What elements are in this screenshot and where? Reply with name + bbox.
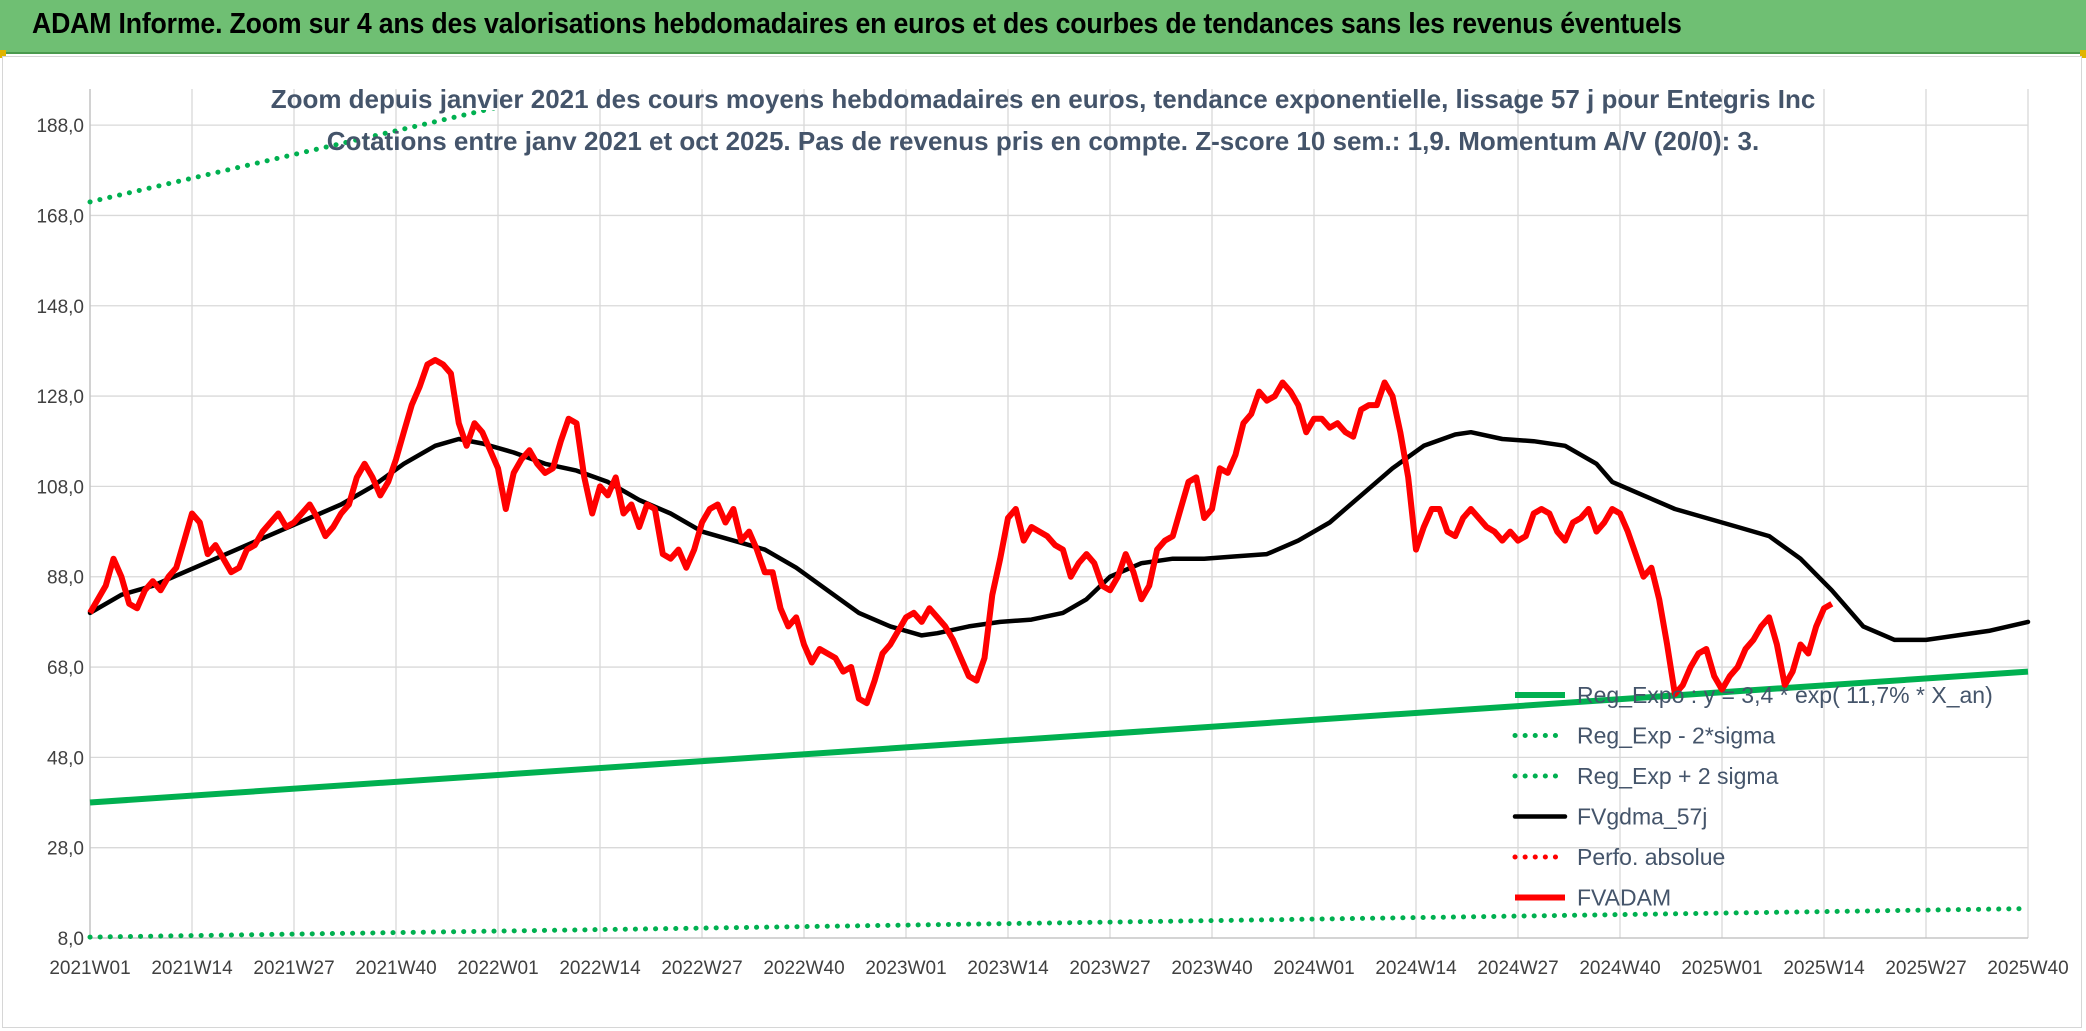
- x-tick-label: 2025W01: [1681, 958, 1762, 979]
- chart-subtitle: Cotations entre janv 2021 et oct 2025. P…: [327, 126, 1759, 156]
- x-tick-label: 2025W14: [1783, 958, 1865, 979]
- banner-title: ADAM Informe. Zoom sur 4 ans des valoris…: [32, 8, 1682, 40]
- x-tick-label: 2021W01: [49, 958, 130, 979]
- y-tick-label: 8,0: [58, 929, 84, 950]
- legend-fvadam-label: FVADAM: [1577, 885, 1671, 911]
- x-tick-label: 2022W27: [661, 958, 742, 979]
- corner-marker-left: [0, 50, 6, 58]
- x-tick-label: 2021W27: [253, 958, 334, 979]
- reg-expo-line: [89, 668, 2029, 806]
- y-axis-ticks: 8,0 28,0 48,0 68,0 88,0 108,0 128,0 148,0 168,0 1…: [36, 116, 84, 950]
- fvadam-line: [87, 357, 1834, 707]
- reg-exp-minus-2sigma-line: [87, 906, 2031, 940]
- x-tick-label: 2025W40: [1987, 958, 2068, 979]
- x-tick-label: 2022W40: [763, 958, 844, 979]
- x-tick-label: 2025W27: [1885, 958, 1966, 979]
- x-tick-label: 2021W40: [355, 958, 436, 979]
- y-tick-label: 128,0: [36, 387, 84, 408]
- x-tick-label: 2023W14: [967, 958, 1049, 979]
- series-layer: [87, 110, 2031, 940]
- legend-fvgdma-label: FVgdma_57j: [1577, 804, 1707, 830]
- x-tick-label: 2023W40: [1171, 958, 1252, 979]
- y-tick-label: 108,0: [36, 477, 84, 498]
- chart-title: Zoom depuis janvier 2021 des cours moyen…: [271, 84, 1816, 114]
- legend-perfo-label: Perfo. absolue: [1577, 844, 1725, 870]
- y-tick-label: 28,0: [47, 839, 84, 860]
- x-tick-label: 2022W14: [559, 958, 641, 979]
- y-tick-label: 48,0: [47, 748, 84, 769]
- x-tick-label: 2023W27: [1069, 958, 1150, 979]
- x-tick-label: 2024W40: [1579, 958, 1660, 979]
- y-tick-label: 168,0: [36, 206, 84, 227]
- x-tick-label: 2021W14: [151, 958, 233, 979]
- fvgdma-57j-line: [87, 429, 2031, 643]
- legend: Reg_Expo : y = 3,4 * exp( 11,7% * X_an) R…: [1512, 682, 1993, 911]
- y-tick-label: 68,0: [47, 658, 84, 679]
- y-tick-label: 188,0: [36, 116, 84, 137]
- title-banner: ADAM Informe. Zoom sur 4 ans des valoris…: [0, 0, 2086, 54]
- corner-marker-right: [2080, 50, 2086, 58]
- y-tick-label: 148,0: [36, 297, 84, 318]
- x-tick-label: 2024W27: [1477, 958, 1558, 979]
- legend-reg-expo-label: Reg_Expo : y = 3,4 * exp( 11,7% * X_an): [1577, 682, 1993, 708]
- grid-layer: [89, 89, 2029, 939]
- chart-frame: [2, 56, 2082, 1028]
- x-tick-label: 2022W01: [457, 958, 538, 979]
- legend-reg-exp-minus-label: Reg_Exp - 2*sigma: [1577, 723, 1775, 749]
- x-tick-label: 2023W01: [865, 958, 946, 979]
- reg-exp-plus-2sigma-line: [87, 110, 497, 205]
- x-tick-label: 2024W01: [1273, 958, 1354, 979]
- x-tick-label: 2024W14: [1375, 958, 1457, 979]
- legend-reg-exp-plus-label: Reg_Exp + 2 sigma: [1577, 763, 1779, 789]
- x-axis-ticks: 2021W01 2021W14 2021W27 2021W40 2022W01 2022W…: [49, 958, 2068, 979]
- y-tick-label: 88,0: [47, 568, 84, 589]
